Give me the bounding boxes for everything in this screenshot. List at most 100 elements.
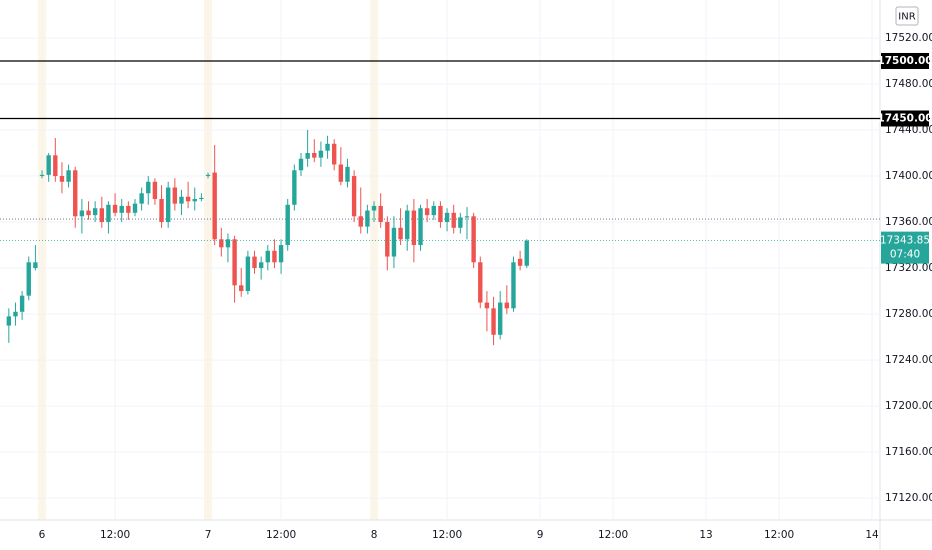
candle-body [219,239,224,248]
candle-body [33,262,38,269]
candle-body [212,172,217,240]
candle-body [205,174,211,177]
x-tick-label: 14 [865,529,879,541]
x-tick-label: 9 [537,529,544,541]
candle-body [365,210,370,227]
candle-body [331,143,337,165]
candle-body [179,196,184,204]
candle-body [146,181,151,194]
candle-body [418,208,423,246]
x-tick-label: 6 [39,529,46,541]
candle-body [232,239,237,286]
candle-body [405,210,410,240]
candle-body [511,262,516,309]
candle-body [517,258,523,266]
x-tick-label: 7 [205,529,212,541]
candle-body [305,153,310,159]
candle-body [112,204,118,213]
candle-body [484,302,490,309]
candle-body [172,187,178,204]
candle-body [252,256,257,269]
level-label: 17500.00 [877,55,932,67]
candle-body [424,208,430,216]
candle-body [318,150,324,158]
candle-body [351,176,357,217]
candle-body [66,170,71,182]
candle-body [378,205,383,223]
candle-body [497,302,503,335]
candle-body [285,204,290,246]
y-tick-label: 17320.00 [885,262,932,274]
candle-body [478,262,483,303]
last-price-label: 17343.85 [880,235,930,247]
candle-body [411,210,417,246]
y-tick-label: 17360.00 [885,216,932,228]
y-tick-label: 17400.00 [885,170,932,182]
candle-body [92,208,98,216]
candle-body [444,212,450,223]
y-tick-label: 17520.00 [885,32,932,44]
candle-body [438,205,443,223]
candle-body [338,164,344,182]
candle-body [524,240,529,266]
candle-body [325,143,330,151]
x-tick-label: 8 [371,529,378,541]
candle-body [73,170,78,217]
last-price-box [881,231,929,264]
countdown: 07:40 [890,249,920,261]
candle-body [298,158,304,171]
candle-body [371,205,377,211]
candle-body [6,316,12,326]
candle-body [106,204,111,223]
candle-body [471,216,476,263]
level-label-box [881,110,929,127]
candle-body [19,295,25,312]
currency-box[interactable] [895,6,919,26]
candle-body [119,205,124,213]
currency[interactable]: INR [898,12,915,23]
x-tick-label: 12:00 [764,529,794,541]
candle-body [385,222,390,257]
candle-body [53,155,58,177]
candle-body [245,256,251,292]
candle-body [192,199,197,202]
candle-body [79,210,85,217]
x-tick-label: 12:00 [100,529,130,541]
y-tick-label: 17240.00 [885,354,932,366]
candle-body [258,262,264,269]
candle-body [272,250,277,263]
candle-body [504,302,510,309]
candle-body [458,217,463,228]
candle-body [199,197,204,200]
y-tick-label: 17160.00 [885,446,932,458]
candle-body [239,285,244,292]
candle-body [491,308,496,335]
candle-body [391,227,397,257]
candle-body [132,203,138,213]
candle-body [225,239,231,248]
candle-body [464,216,470,218]
candle-body [398,227,403,240]
y-tick-label: 17440.00 [885,124,932,136]
candle-body [152,181,158,200]
level-label: 17450.00 [877,112,932,124]
candle-body [431,205,436,216]
candle-body [358,216,363,227]
candle-body [99,208,104,223]
candle-body [278,245,284,263]
candle-body [46,155,51,175]
candle-body [292,170,297,205]
candle-body [165,187,171,223]
x-tick-label: 12:00 [598,529,628,541]
candle-body [312,153,317,158]
candle-body [345,166,350,182]
candle-body [26,262,31,296]
x-tick-label: 13 [699,529,712,541]
candle-body [451,212,456,228]
candle-body [86,210,91,216]
candle-body [185,196,191,202]
candle-body [159,199,164,223]
candle-body [59,176,65,182]
